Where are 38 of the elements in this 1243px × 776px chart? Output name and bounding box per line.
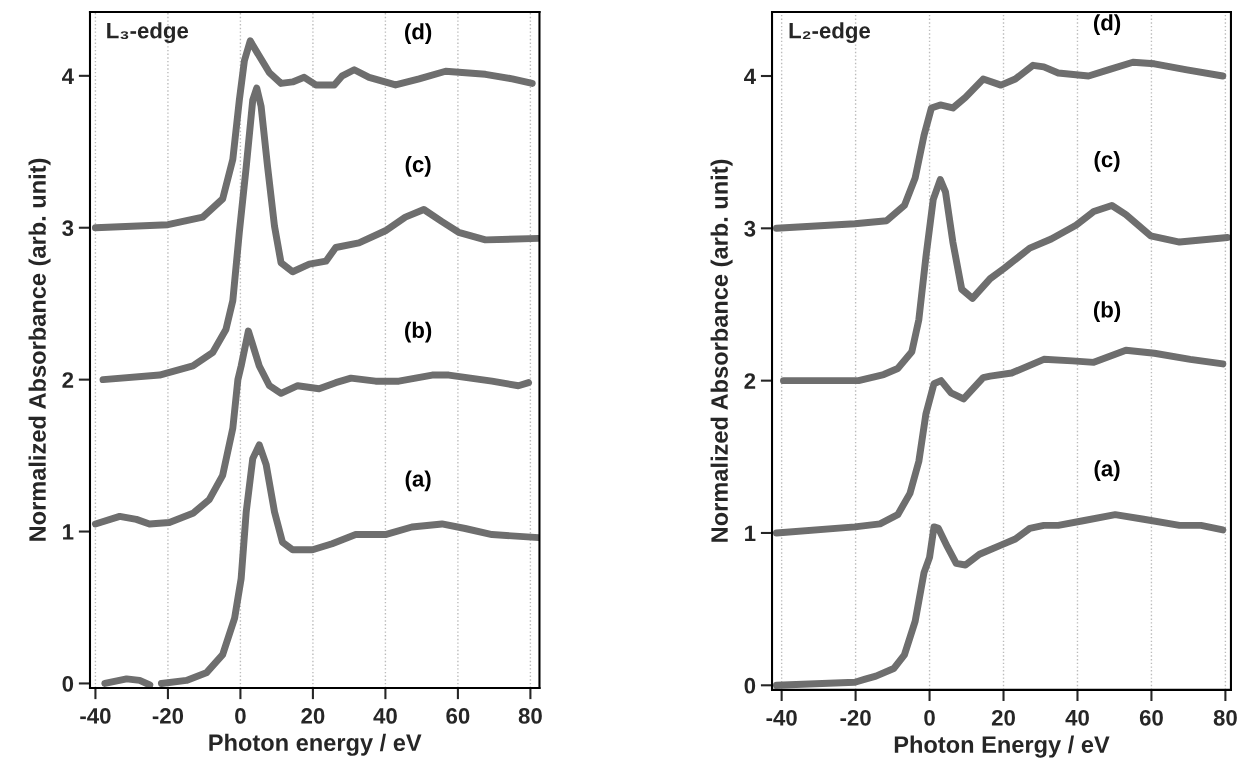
x-axis-title: Photon Energy / eV [894,735,1110,758]
series-label: (d) [405,23,432,44]
x-tick-label: -20 [840,709,871,726]
y-tick-label: 2 [62,372,74,388]
y-tick-label: 2 [744,373,756,389]
series-label: (b) [1093,301,1121,322]
y-tick-label: 4 [744,68,756,85]
series-label: (c) [1094,151,1120,172]
y-tick-label: 3 [744,220,756,237]
y-tick-label: 1 [63,524,74,540]
x-tick-label: 0 [235,708,246,724]
x-tick-label: 20 [301,708,325,724]
series-label: (b) [405,321,432,343]
x-tick-label: 80 [518,708,542,724]
x-tick-label: 40 [1065,709,1089,726]
x-tick-label: 80 [1213,709,1237,726]
annotation: L₂-edge [789,22,871,44]
y-tick-label: 3 [62,220,74,237]
series-label: (c) [405,155,431,177]
x-tick-label: 20 [991,709,1015,726]
y-tick-label: 0 [62,675,74,692]
x-tick-label: -40 [80,708,111,724]
x-tick-label: 60 [1139,709,1163,726]
x-tick-label: -40 [766,709,797,726]
y-tick-label: 4 [62,68,74,84]
y-tick-label: 1 [745,525,756,542]
x-axis-title: Photon energy / eV [209,733,422,756]
x-tick-label: 0 [924,709,935,726]
y-axis-title: Normalized Absorbance (arb. unit) [710,159,733,542]
annotation: L₃-edge [107,22,189,43]
series-label: (d) [1093,14,1121,35]
y-tick-label: 0 [744,677,756,694]
series-label: (a) [405,470,431,492]
y-axis-title: Normalized Absorbance (arb. unit) [28,158,51,541]
x-tick-label: 40 [373,708,397,724]
x-tick-label: -20 [152,708,184,724]
x-tick-label: 60 [446,708,470,724]
series-label: (a) [1094,460,1120,481]
